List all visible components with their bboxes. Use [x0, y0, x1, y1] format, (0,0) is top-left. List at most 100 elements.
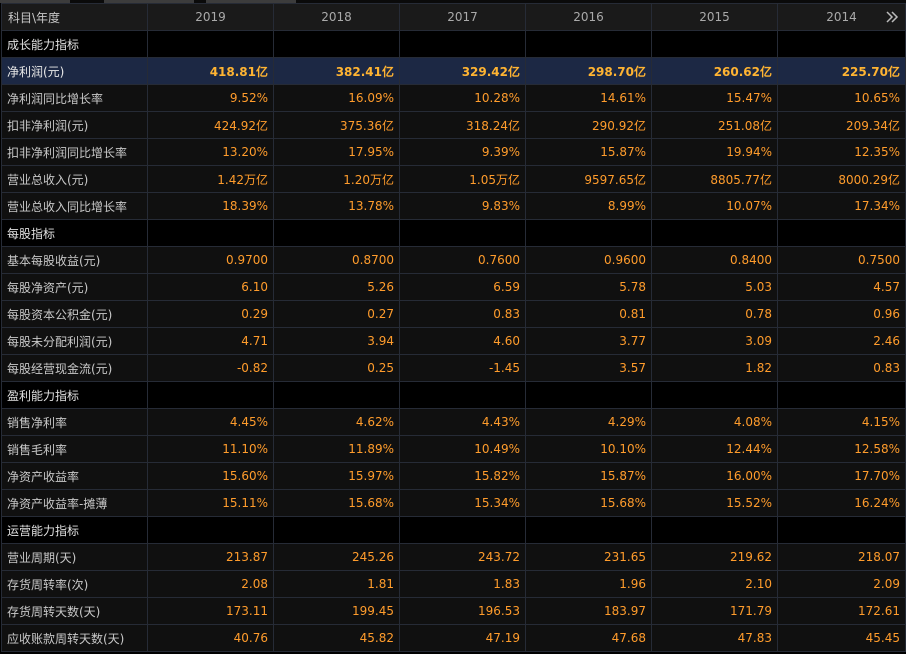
- metric-value-cell: 9597.65亿: [525, 165, 652, 193]
- metric-value-cell: 10.65%: [777, 84, 906, 112]
- section-empty-cell: [777, 381, 906, 409]
- metric-value-cell: 418.81亿: [147, 57, 274, 85]
- section-empty-cell: [273, 219, 400, 247]
- section-empty-cell: [525, 219, 652, 247]
- double-chevron-right-icon[interactable]: [885, 11, 899, 23]
- metric-value-cell: 0.81: [525, 300, 652, 328]
- metric-value-cell: 15.60%: [147, 462, 274, 490]
- metric-value-cell: 10.07%: [651, 192, 778, 220]
- year-header[interactable]: 2015: [651, 3, 778, 31]
- metric-label: 净利润同比增长率: [1, 84, 148, 112]
- metric-label: 扣非净利润同比增长率: [1, 138, 148, 166]
- section-header-row: 运营能力指标: [1, 516, 906, 544]
- metric-label: 每股净资产(元): [1, 273, 148, 301]
- year-header[interactable]: 2018: [273, 3, 400, 31]
- metric-value-cell: 15.47%: [651, 84, 778, 112]
- metric-label: 销售净利率: [1, 408, 148, 436]
- metric-value-cell: 1.42万亿: [147, 165, 274, 193]
- section-empty-cell: [147, 30, 274, 58]
- metric-value-cell: 173.11: [147, 597, 274, 625]
- table-row: 每股净资产(元) 6.10 5.26 6.59 5.78 5.03 4.57: [1, 273, 906, 301]
- section-title: 盈利能力指标: [1, 381, 148, 409]
- metric-value-cell: 4.43%: [399, 408, 526, 436]
- metric-value-cell: 196.53: [399, 597, 526, 625]
- section-empty-cell: [651, 381, 778, 409]
- metric-value-cell: 4.60: [399, 327, 526, 355]
- metric-value-cell: 15.87%: [525, 138, 652, 166]
- year-header[interactable]: 2017: [399, 3, 526, 31]
- section-empty-cell: [525, 30, 652, 58]
- section-title: 成长能力指标: [1, 30, 148, 58]
- metric-value-cell: 424.92亿: [147, 111, 274, 139]
- metric-value-cell: 3.77: [525, 327, 652, 355]
- metric-label: 营业周期(天): [1, 543, 148, 571]
- table-row: 应收账款周转天数(天) 40.76 45.82 47.19 47.68 47.83 45.4…: [1, 624, 906, 652]
- top-tab-segment: [104, 0, 194, 3]
- metric-label: 净利润(元): [1, 57, 148, 85]
- metric-value-cell: 45.45: [777, 624, 906, 652]
- metric-value-cell: 15.97%: [273, 462, 400, 490]
- table-row-selected: 净利润(元) 418.81亿 382.41亿 329.42亿 298.70亿 260.62…: [1, 57, 906, 85]
- metric-value-cell: 4.15%: [777, 408, 906, 436]
- metric-value-cell: 5.78: [525, 273, 652, 301]
- table-row: 销售净利率 4.45% 4.62% 4.43% 4.29% 4.08% 4.15%: [1, 408, 906, 436]
- metric-value-cell: 2.46: [777, 327, 906, 355]
- metric-value-cell: 318.24亿: [399, 111, 526, 139]
- metric-value-cell: 47.83: [651, 624, 778, 652]
- metric-value-cell: 15.87%: [525, 462, 652, 490]
- metric-value-cell: 0.8400: [651, 246, 778, 274]
- section-empty-cell: [525, 516, 652, 544]
- financial-indicators-table: 科目\年度 2019 2018 2017 2016 2015 2014 成长能力…: [1, 3, 906, 652]
- metric-value-cell: 0.9700: [147, 246, 274, 274]
- metric-label: 净资产收益率-摊薄: [1, 489, 148, 517]
- year-header[interactable]: 2019: [147, 3, 274, 31]
- table-body: 成长能力指标 净利润(元) 418.81亿 382.41亿 329.42亿 298.70亿…: [1, 30, 906, 652]
- metric-label: 每股资本公积金(元): [1, 300, 148, 328]
- metric-value-cell: 16.09%: [273, 84, 400, 112]
- table-row: 基本每股收益(元) 0.9700 0.8700 0.7600 0.9600 0.8400 0…: [1, 246, 906, 274]
- metric-value-cell: 183.97: [525, 597, 652, 625]
- section-empty-cell: [273, 516, 400, 544]
- section-empty-cell: [399, 219, 526, 247]
- metric-value-cell: 11.10%: [147, 435, 274, 463]
- section-empty-cell: [147, 381, 274, 409]
- metric-value-cell: 171.79: [651, 597, 778, 625]
- metric-value-cell: 0.8700: [273, 246, 400, 274]
- top-tab-segment: [206, 0, 296, 3]
- metric-value-cell: 0.7600: [399, 246, 526, 274]
- metric-value-cell: 15.34%: [399, 489, 526, 517]
- table-row: 存货周转率(次) 2.08 1.81 1.83 1.96 2.10 2.09: [1, 570, 906, 598]
- table-row: 净资产收益率-摊薄 15.11% 15.68% 15.34% 15.68% 15.52% 1…: [1, 489, 906, 517]
- metric-value-cell: 6.10: [147, 273, 274, 301]
- year-header[interactable]: 2016: [525, 3, 652, 31]
- metric-value-cell: 3.09: [651, 327, 778, 355]
- table-row: 每股资本公积金(元) 0.29 0.27 0.83 0.81 0.78 0.96: [1, 300, 906, 328]
- metric-value-cell: 13.78%: [273, 192, 400, 220]
- year-header-label[interactable]: 2014: [826, 10, 857, 24]
- metric-value-cell: 12.58%: [777, 435, 906, 463]
- metric-value-cell: 225.70亿: [777, 57, 906, 85]
- section-title: 每股指标: [1, 219, 148, 247]
- metric-value-cell: 329.42亿: [399, 57, 526, 85]
- metric-value-cell: 2.10: [651, 570, 778, 598]
- year-header-last[interactable]: 2014: [777, 3, 906, 31]
- metric-value-cell: 13.20%: [147, 138, 274, 166]
- section-empty-cell: [273, 381, 400, 409]
- table-row: 每股经营现金流(元) -0.82 0.25 -1.45 3.57 1.82 0.83: [1, 354, 906, 382]
- metric-value-cell: 4.57: [777, 273, 906, 301]
- metric-value-cell: 0.29: [147, 300, 274, 328]
- metric-value-cell: 17.70%: [777, 462, 906, 490]
- metric-value-cell: 47.68: [525, 624, 652, 652]
- metric-value-cell: 3.57: [525, 354, 652, 382]
- metric-value-cell: 0.9600: [525, 246, 652, 274]
- metric-value-cell: 15.11%: [147, 489, 274, 517]
- metric-value-cell: 11.89%: [273, 435, 400, 463]
- metric-value-cell: 8000.29亿: [777, 165, 906, 193]
- metric-value-cell: 40.76: [147, 624, 274, 652]
- metric-value-cell: 0.25: [273, 354, 400, 382]
- metric-value-cell: 1.20万亿: [273, 165, 400, 193]
- section-title: 运营能力指标: [1, 516, 148, 544]
- metric-value-cell: 15.68%: [273, 489, 400, 517]
- corner-header: 科目\年度: [1, 3, 148, 31]
- metric-value-cell: 15.68%: [525, 489, 652, 517]
